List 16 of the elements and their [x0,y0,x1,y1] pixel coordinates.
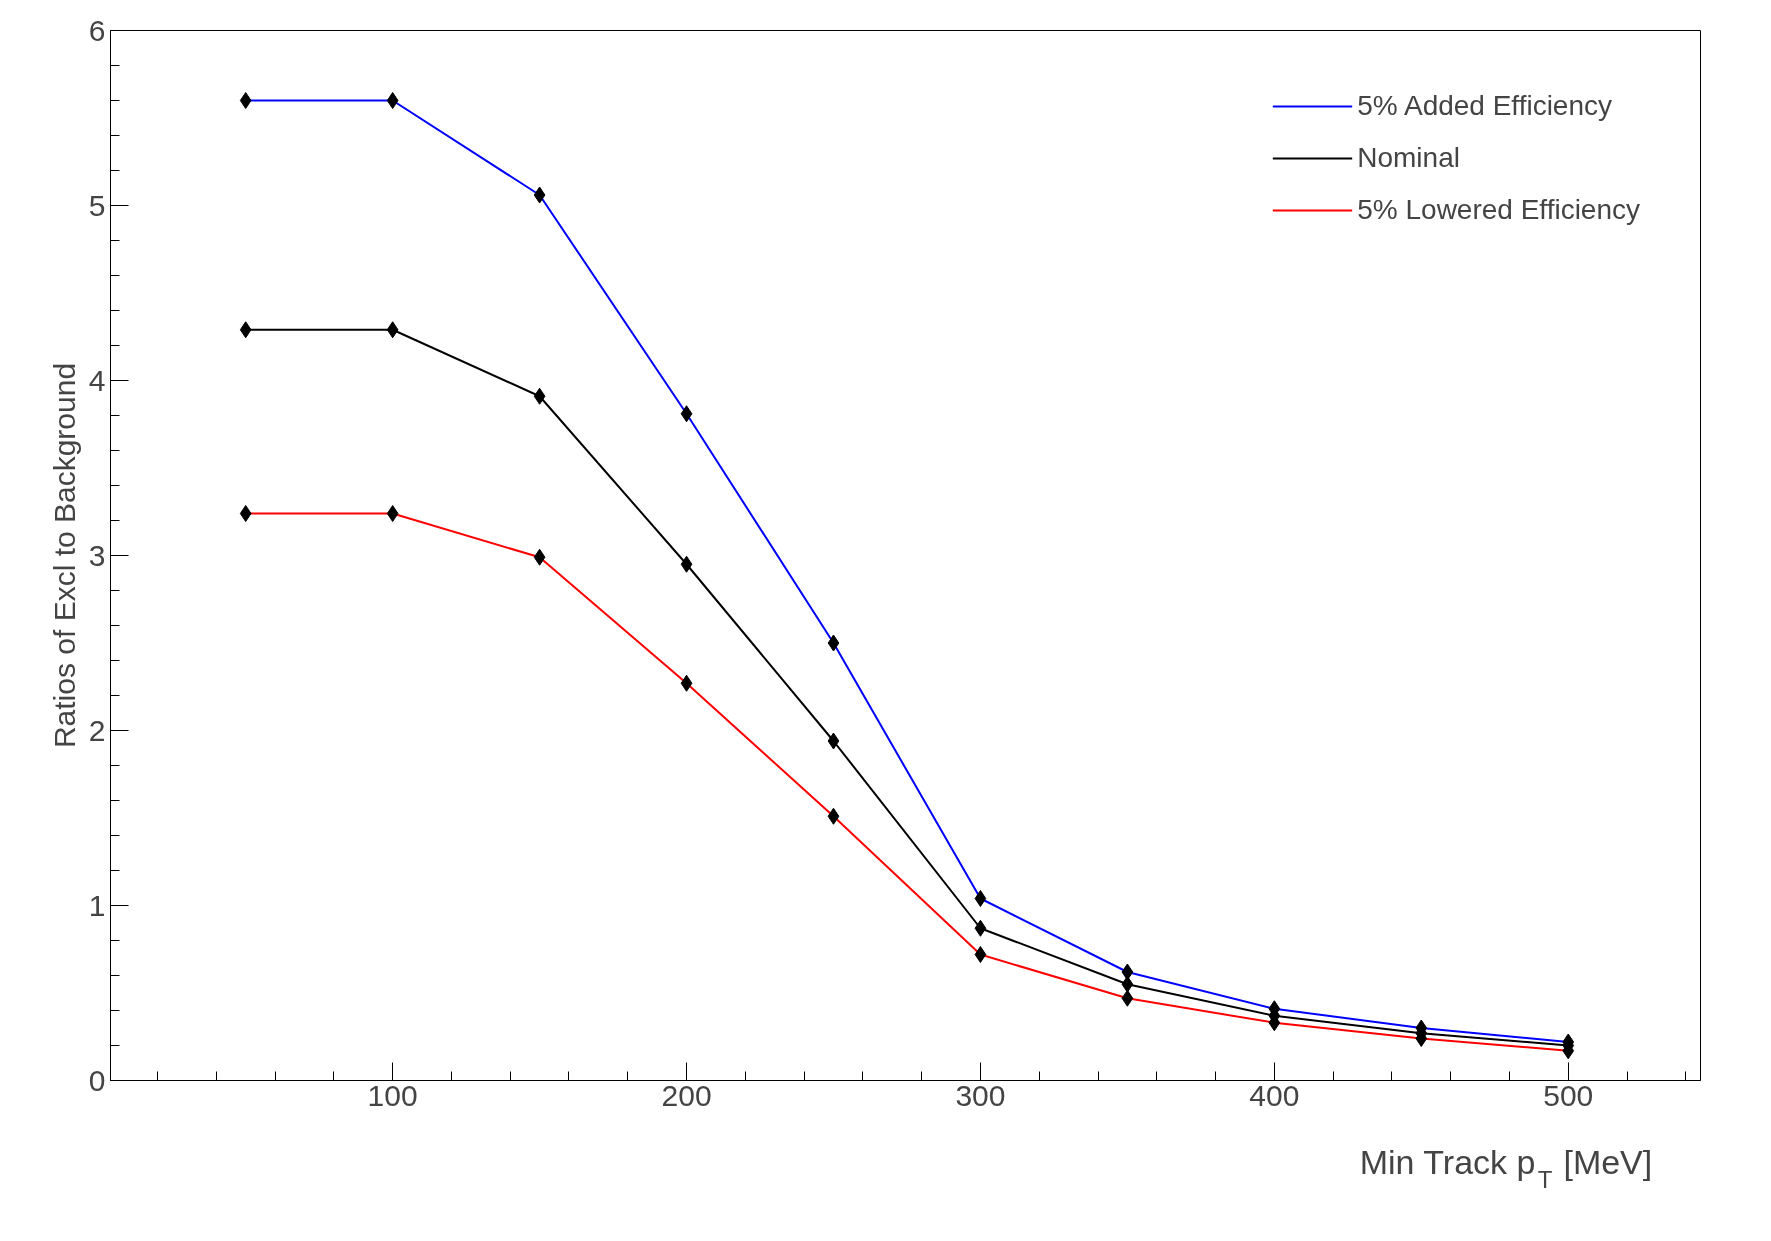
legend-label: 5% Added Efficiency [1357,90,1613,122]
x-tick-label: 400 [1249,1078,1300,1112]
legend-label: 5% Lowered Efficiency [1357,194,1640,226]
x-tick-label: 300 [955,1078,1006,1112]
x-tick-label: 200 [661,1078,712,1112]
y-axis-title: Ratios of Excl to Background [47,362,81,749]
y-tick-label: 1 [88,888,106,922]
y-tick-label: 3 [88,538,106,572]
y-tick-label: 2 [88,713,106,747]
y-tick-label: 5 [88,188,106,222]
y-tick-label: 6 [88,13,106,47]
y-tick-label: 0 [88,1063,106,1097]
x-tick-label: 100 [367,1078,418,1112]
y-tick-label: 4 [88,363,106,397]
x-tick-label: 500 [1543,1078,1594,1112]
legend-label: Nominal [1357,142,1460,174]
